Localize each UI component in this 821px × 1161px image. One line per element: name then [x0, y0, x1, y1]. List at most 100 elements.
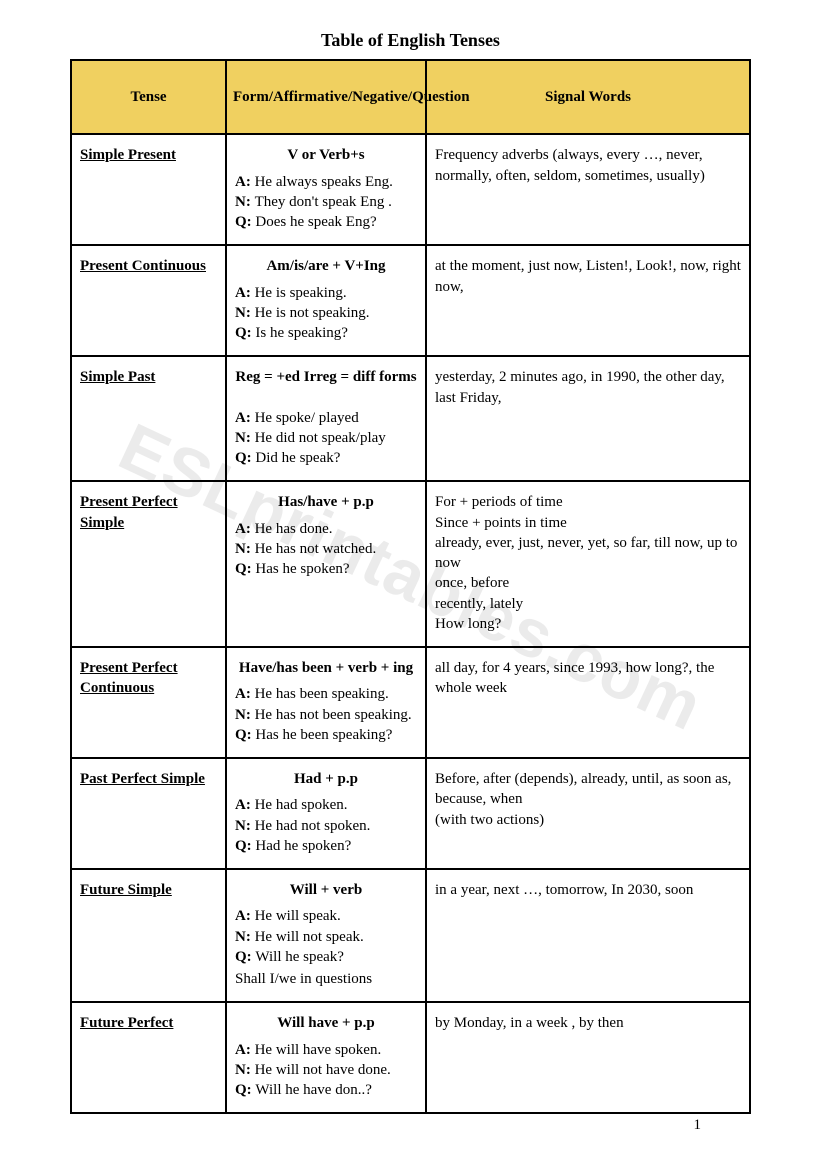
table-row: Simple Past Reg = +ed Irreg = diff formsA…	[71, 356, 750, 481]
form-example-n: N: He is not speaking.	[235, 303, 417, 323]
table-body: Simple Present V or Verb+s A: He always sp…	[71, 134, 750, 1113]
example-label: Q:	[235, 325, 255, 341]
signal-line: Frequency adverbs (always, every …, neve…	[435, 145, 741, 186]
signal-line: in a year, next …, tomorrow, In 2030, so…	[435, 880, 741, 900]
cell-tense: Future Perfect	[71, 1002, 226, 1113]
table-row: Future Perfect Will have + p.pA: He will …	[71, 1002, 750, 1113]
form-example-q: Q: Will he speak?	[235, 947, 417, 967]
tenses-table: Tense Form/Affirmative/Negative/Question…	[70, 59, 751, 1114]
example-label: N:	[235, 194, 255, 210]
cell-form: Will have + p.pA: He will have spoken.N:…	[226, 1002, 426, 1113]
form-rule: Reg = +ed Irreg = diff forms	[235, 367, 417, 387]
cell-tense: Past Perfect Simple	[71, 758, 226, 869]
example-label: N:	[235, 1062, 255, 1078]
cell-tense: Simple Past	[71, 356, 226, 481]
cell-form: V or Verb+s A: He always speaks Eng.N: Th…	[226, 134, 426, 245]
tense-name: Future Simple	[80, 882, 172, 898]
example-label: Q:	[235, 561, 255, 577]
signal-line: by Monday, in a week , by then	[435, 1013, 741, 1033]
tense-name: Past Perfect Simple	[80, 771, 205, 787]
form-example-a: A: He has done.	[235, 519, 417, 539]
table-row: Present ContinuousAm/is/are + V+IngA: He…	[71, 245, 750, 356]
header-form: Form/Affirmative/Negative/Question	[226, 60, 426, 134]
tense-name: Simple Present	[80, 147, 176, 163]
example-label: N:	[235, 541, 255, 557]
form-example-q: Q: Is he speaking?	[235, 323, 417, 343]
example-text: Had he spoken?	[255, 838, 351, 854]
example-text: He always speaks Eng.	[255, 174, 393, 190]
form-extra-note: Shall I/we in questions	[235, 969, 417, 989]
cell-signal: For + periods of timeSince + points in t…	[426, 481, 750, 647]
table-row: Present Perfect Continuous Have/has been …	[71, 647, 750, 758]
form-example-a: A: He will speak.	[235, 906, 417, 926]
signal-line: Before, after (depends), already, until,…	[435, 769, 741, 810]
example-label: N:	[235, 707, 255, 723]
example-label: N:	[235, 430, 255, 446]
cell-signal: yesterday, 2 minutes ago, in 1990, the o…	[426, 356, 750, 481]
tense-name: Future Perfect	[80, 1015, 173, 1031]
form-example-n: N: They don't speak Eng .	[235, 192, 417, 212]
form-example-a: A: He always speaks Eng.	[235, 172, 417, 192]
signal-line: yesterday, 2 minutes ago, in 1990, the o…	[435, 367, 741, 408]
example-text: He will speak.	[255, 908, 341, 924]
form-rule: Will have + p.p	[235, 1013, 417, 1033]
table-row: Past Perfect SimpleHad + p.pA: He had sp…	[71, 758, 750, 869]
header-tense: Tense	[71, 60, 226, 134]
cell-signal: at the moment, just now, Listen!, Look!,…	[426, 245, 750, 356]
form-example-n: N: He has not been speaking.	[235, 705, 417, 725]
cell-tense: Present Perfect Simple	[71, 481, 226, 647]
cell-tense: Present Continuous	[71, 245, 226, 356]
form-example-a: A: He had spoken.	[235, 795, 417, 815]
example-text: He has not been speaking.	[255, 707, 412, 723]
example-label: Q:	[235, 949, 255, 965]
example-text: He spoke/ played	[255, 410, 359, 426]
form-example-q: Q: Will he have don..?	[235, 1080, 417, 1100]
tense-name: Simple Past	[80, 369, 155, 385]
example-label: A:	[235, 521, 255, 537]
signal-line: For + periods of time	[435, 492, 741, 512]
tense-name: Present Continuous	[80, 258, 206, 274]
form-rule: Has/have + p.p	[235, 492, 417, 512]
cell-form: Reg = +ed Irreg = diff formsA: He spoke/…	[226, 356, 426, 481]
cell-signal: Frequency adverbs (always, every …, neve…	[426, 134, 750, 245]
example-label: N:	[235, 818, 255, 834]
form-example-n: N: He has not watched.	[235, 539, 417, 559]
form-rule: Will + verb	[235, 880, 417, 900]
signal-line: once, before	[435, 573, 741, 593]
example-text: He had not spoken.	[255, 818, 371, 834]
cell-form: Will + verbA: He will speak.N: He will n…	[226, 869, 426, 1002]
example-text: He is speaking.	[255, 285, 347, 301]
tense-name: Present Perfect Continuous	[80, 660, 178, 696]
signal-line: already, ever, just, never, yet, so far,…	[435, 533, 741, 574]
example-label: Q:	[235, 214, 255, 230]
form-example-q: Q: Does he speak Eng?	[235, 212, 417, 232]
cell-signal: all day, for 4 years, since 1993, how lo…	[426, 647, 750, 758]
cell-form: Has/have + p.p A: He has done.N: He has n…	[226, 481, 426, 647]
example-text: He will not speak.	[255, 929, 364, 945]
page-number: 1	[694, 1117, 702, 1134]
signal-line: at the moment, just now, Listen!, Look!,…	[435, 256, 741, 297]
form-example-q: Q: Has he been speaking?	[235, 725, 417, 745]
example-text: He will not have done.	[255, 1062, 391, 1078]
example-text: Is he speaking?	[255, 325, 347, 341]
form-rule: V or Verb+s	[235, 145, 417, 165]
example-text: Will he have don..?	[255, 1082, 371, 1098]
table-row: Simple Present V or Verb+s A: He always sp…	[71, 134, 750, 245]
example-label: Q:	[235, 727, 255, 743]
form-example-q: Q: Had he spoken?	[235, 836, 417, 856]
form-example-n: N: He will not have done.	[235, 1060, 417, 1080]
form-example-q: Q: Has he spoken?	[235, 559, 417, 579]
example-label: Q:	[235, 450, 255, 466]
example-label: N:	[235, 929, 255, 945]
signal-line: Since + points in time	[435, 513, 741, 533]
header-signal: Signal Words	[426, 60, 750, 134]
form-rule: Have/has been + verb + ing	[235, 658, 417, 678]
example-label: A:	[235, 285, 255, 301]
form-example-n: N: He did not speak/play	[235, 428, 417, 448]
signal-line: recently, lately	[435, 594, 741, 614]
page-title: Table of English Tenses	[70, 30, 751, 51]
example-label: Q:	[235, 1082, 255, 1098]
form-example-q: Q: Did he speak?	[235, 448, 417, 468]
form-example-n: N: He will not speak.	[235, 927, 417, 947]
example-label: N:	[235, 305, 255, 321]
